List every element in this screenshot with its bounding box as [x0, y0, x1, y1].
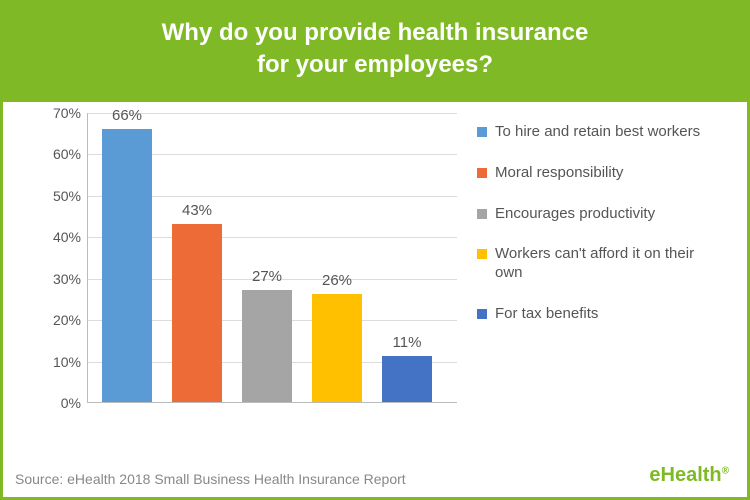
legend-swatch: [477, 127, 487, 137]
y-tick-label: 60%: [53, 146, 81, 162]
legend-label: Workers can't afford it on their own: [495, 245, 717, 283]
legend-item: For tax benefits: [477, 305, 717, 324]
y-axis: 0%10%20%30%40%50%60%70%: [39, 113, 87, 403]
legend-item: Moral responsibility: [477, 164, 717, 183]
bar-value-label: 43%: [172, 202, 222, 219]
bar: 43%: [172, 224, 222, 402]
y-tick-label: 0%: [61, 395, 81, 411]
chart-area: 0%10%20%30%40%50%60%70% 66%43%27%26%11% …: [39, 113, 719, 433]
plot-area: 66% 43% 27% 26% 11%: [87, 113, 457, 403]
y-tick-label: 40%: [53, 229, 81, 245]
legend-item: Workers can't afford it on their own: [477, 245, 717, 283]
chart-title: Why do you provide health insurance for …: [3, 3, 747, 102]
y-tick-label: 70%: [53, 105, 81, 121]
y-tick-label: 20%: [53, 312, 81, 328]
logo-e: e: [649, 464, 660, 486]
legend-label: Encourages productivity: [495, 205, 655, 224]
logo-tm: ®: [722, 465, 729, 476]
y-tick-label: 50%: [53, 188, 81, 204]
legend: To hire and retain best workers Moral res…: [477, 123, 717, 346]
bar: 66%: [102, 129, 152, 402]
bar: 11%: [382, 356, 432, 402]
bar: 27%: [242, 290, 292, 402]
legend-swatch: [477, 249, 487, 259]
legend-item: Encourages productivity: [477, 205, 717, 224]
bar-value-label: 11%: [382, 334, 432, 351]
legend-label: Moral responsibility: [495, 164, 623, 183]
chart-container: Why do you provide health insurance for …: [0, 0, 750, 500]
bar-value-label: 27%: [242, 268, 292, 285]
legend-swatch: [477, 309, 487, 319]
bar-value-label: 66%: [102, 107, 152, 124]
title-line2: for your employees?: [257, 51, 493, 78]
logo-rest: Health: [661, 464, 722, 486]
bar-value-label: 26%: [312, 272, 362, 289]
legend-label: To hire and retain best workers: [495, 123, 700, 142]
legend-label: For tax benefits: [495, 305, 598, 324]
legend-item: To hire and retain best workers: [477, 123, 717, 142]
y-tick-label: 30%: [53, 271, 81, 287]
bar: 26%: [312, 294, 362, 402]
y-tick-label: 10%: [53, 354, 81, 370]
title-line1: Why do you provide health insurance: [162, 19, 589, 46]
source-text: Source: eHealth 2018 Small Business Heal…: [15, 471, 406, 487]
ehealth-logo: eHealth®: [649, 464, 729, 487]
legend-swatch: [477, 209, 487, 219]
legend-swatch: [477, 168, 487, 178]
